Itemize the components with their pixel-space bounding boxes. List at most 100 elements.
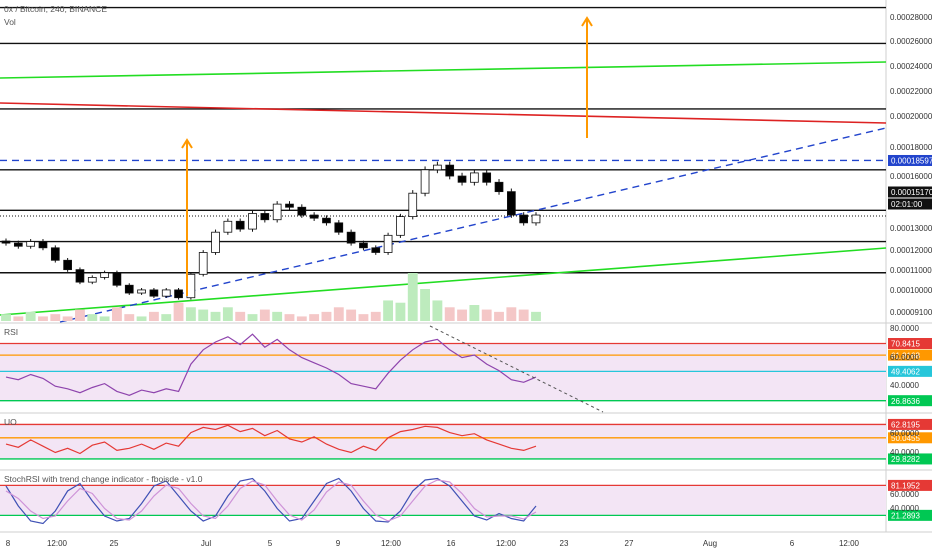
candle-body [235,220,245,230]
candle-body [531,214,541,224]
time-tick-label: 25 [110,539,119,548]
indicator-tick-label: 80.0000 [890,324,919,333]
green-channel-bottom [0,247,887,316]
candle-body [124,284,134,294]
indicator-level-label-bg [888,365,932,377]
dashed-level-label-bg [888,154,932,166]
symbol-title[interactable]: 0x / Bitcoin, 240, BINANCE [4,4,107,14]
candle-body [174,289,183,299]
candle-body [149,289,159,297]
time-tick-label: 6 [790,539,795,548]
volume-bar [198,309,209,321]
indicator-title: StochRSI with trend change indicator - f… [4,474,203,484]
indicator-band-fill [0,485,886,516]
volume-bar [469,305,480,321]
candle-body [297,206,307,216]
candle-body [322,217,331,224]
indicator-level-label-bg [888,453,932,465]
blue-dashed-trend [59,127,887,323]
candle-body [186,273,196,299]
time-tick-label: Aug [703,539,717,548]
volume-bar [13,316,24,321]
indicator-level-label: 62.8195 [891,421,920,430]
candle-body [519,214,529,224]
time-tick-label: 16 [447,539,456,548]
volume-bar [99,316,110,321]
volume-bar [25,311,36,321]
volume-bar [148,311,159,321]
time-tick-label: 12:00 [839,539,860,548]
time-tick-label: 9 [336,539,341,548]
price-tick-label: 0.00028000 [890,13,932,22]
indicator-tick-label: 40.0000 [890,448,919,457]
indicator-tick-label: 40.0000 [890,381,919,390]
time-tick-label: Jul [201,539,211,548]
indicator-level-label: 21.2893 [891,512,920,521]
time-tick-label: 23 [560,539,569,548]
candle-body [371,247,381,253]
price-tick-label: 0.00026000 [890,37,932,46]
candle-body [346,231,356,244]
indicator-tick-label: 60.0000 [890,429,919,438]
candle-body [470,172,479,183]
indicator-signal-line [5,479,537,522]
volume-bar [296,316,307,321]
candle-body [260,213,270,221]
time-tick-label: 12:00 [381,539,402,548]
indicator-series-line [5,333,537,396]
candle-body [507,191,516,216]
indicator-level-label-bg [888,395,932,407]
volume-bar [309,314,320,321]
indicator-level-label-bg [888,349,932,361]
candle-body [137,289,146,294]
candle-body [50,247,60,261]
volume-bar [432,300,443,321]
time-tick-label: 8 [6,539,11,548]
candle-body [420,169,430,194]
time-tick-label: 12:00 [496,539,517,548]
indicator-series-line [5,424,537,455]
volume-bar [136,316,147,321]
candle-body [482,172,492,183]
volume-bar [383,300,394,321]
volume-bar [1,314,11,321]
volume-bar [444,307,455,321]
candle-body [26,241,35,247]
volume-bar [346,309,357,321]
volume-bar [518,309,529,321]
volume-bar [222,307,233,321]
volume-bar [185,307,196,321]
price-tick-label: 0.00012000 [890,246,932,255]
price-tick-label: 0.00024000 [890,62,932,71]
volume-bar [173,302,184,321]
candle-body [75,269,85,283]
volume-bar [321,311,332,321]
dashed-level-label: 0.00018597 [891,157,932,166]
indicator-title: RSI [4,327,18,337]
candle-body [1,240,11,244]
price-tick-label: 0.00011000 [890,266,932,275]
indicator-tick-label: 60.0000 [890,490,919,499]
candle-body [285,203,294,208]
candle-body [248,213,257,230]
candle-body [198,252,208,275]
indicator-level-label: 50.0455 [891,434,920,443]
candle-body [396,216,405,236]
volume-bar [333,307,344,321]
volume-bar [272,311,283,321]
volume-bar [62,316,73,321]
orange-arrow-right-head [581,16,593,27]
candle-body [457,175,467,183]
price-tick-label: 0.00018000 [890,143,932,152]
volume-bar [457,309,467,321]
time-tick-label: 12:00 [47,539,68,548]
candle-body [63,259,72,271]
candle-body [38,241,48,249]
indicator-tick-label: 40.0000 [890,504,919,513]
candle-body [112,272,122,286]
current-price-label: 0.00015170 [891,188,932,197]
volume-bar [531,311,541,321]
vol-label: Vol [4,17,16,27]
indicator-title: UO [4,417,17,427]
